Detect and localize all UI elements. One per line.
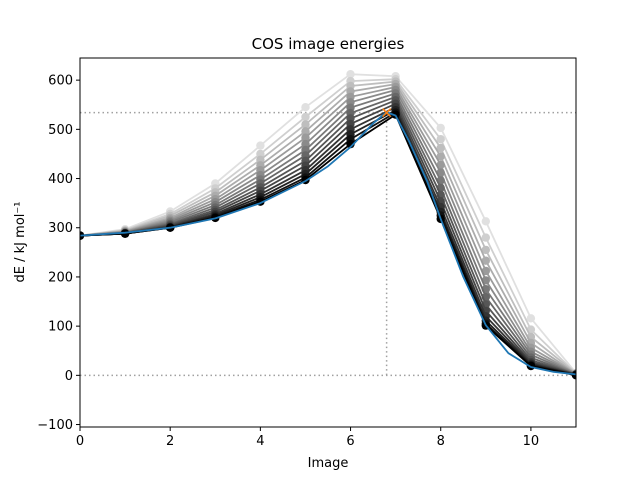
plot-frame — [79, 57, 577, 428]
y-tick-label-200: 200 — [48, 270, 73, 285]
series-0-point-8 — [436, 123, 445, 133]
series-line-6 — [80, 92, 576, 376]
x-tick-label-6: 6 — [346, 434, 354, 449]
series-line-4 — [80, 85, 576, 375]
ts-marker — [382, 108, 392, 118]
series-line-3 — [80, 83, 576, 375]
series-5-point-5 — [301, 139, 310, 149]
x-tick-label-4: 4 — [256, 434, 264, 449]
series-1-point-9 — [481, 233, 490, 242]
y-tick-label-300: 300 — [48, 221, 73, 236]
series-13-point-7 — [391, 110, 400, 119]
series-line-2 — [80, 80, 576, 375]
x-tick-label-10: 10 — [523, 434, 540, 449]
x-tick-label-2: 2 — [166, 434, 174, 449]
series-3-point-5 — [301, 127, 310, 136]
y-tick-label-0: 0 — [65, 369, 73, 384]
y-tick-label-400: 400 — [48, 172, 73, 187]
series-line-5 — [80, 88, 576, 375]
x-tick-label-0: 0 — [76, 434, 84, 449]
series-2-point-5 — [301, 120, 310, 129]
y-tick-label-500: 500 — [48, 123, 73, 138]
series-0-point-9 — [481, 217, 490, 226]
y-axis-label: dE / kJ mol⁻¹ — [13, 202, 28, 283]
spline-line — [80, 111, 576, 376]
y-tick-label-100: 100 — [48, 320, 73, 335]
x-axis-label: Image — [308, 456, 349, 471]
series-0-point-5 — [301, 103, 310, 112]
series-0-point-6 — [346, 70, 355, 79]
series-3-point-8 — [436, 152, 445, 161]
x-tick-label-8: 8 — [437, 434, 445, 449]
series-2-point-8 — [436, 143, 445, 153]
series-line-0 — [80, 73, 576, 374]
series-4-point-5 — [301, 133, 310, 142]
series-line-7 — [80, 95, 576, 376]
series-0-point-4 — [256, 141, 265, 150]
series-1-point-8 — [436, 135, 445, 144]
y-tick-label--100: −100 — [37, 418, 73, 433]
series-1-point-5 — [301, 112, 310, 122]
series-0-point-10 — [526, 314, 536, 323]
chart-title: COS image energies — [252, 35, 405, 53]
series-line-1 — [80, 78, 576, 375]
series-2-point-9 — [481, 245, 490, 255]
series-3-point-9 — [481, 256, 490, 265]
series-1-point-4 — [256, 149, 265, 159]
y-tick-label-600: 600 — [48, 74, 73, 89]
